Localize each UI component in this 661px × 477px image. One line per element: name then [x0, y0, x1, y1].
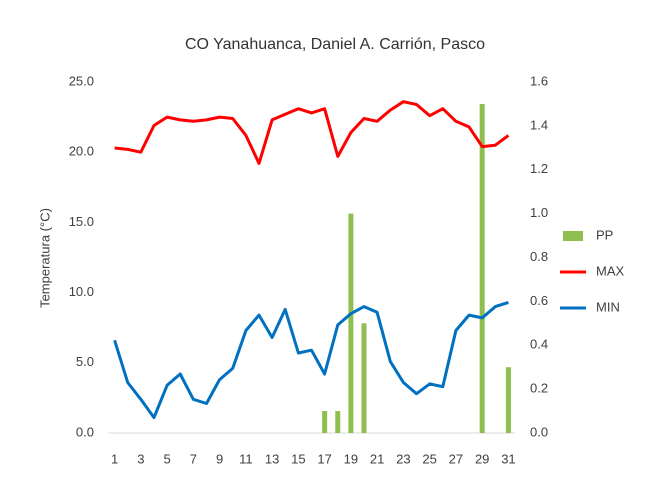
x-tick-label: 23 [396, 451, 410, 466]
bar [505, 367, 511, 433]
bar [348, 213, 354, 433]
y-tick-label: 10.0 [69, 284, 94, 299]
x-tick-label: 27 [449, 451, 463, 466]
bar [322, 411, 328, 433]
x-tick-label: 21 [370, 451, 384, 466]
x-tick-label: 1 [111, 451, 118, 466]
x-tick-label: 3 [137, 451, 144, 466]
x-tick-label: 9 [216, 451, 223, 466]
bar [335, 411, 341, 433]
y2-tick-label: 0.8 [530, 249, 548, 264]
y-tick-label: 5.0 [76, 354, 94, 369]
x-tick-label: 15 [291, 451, 305, 466]
line [113, 300, 509, 420]
line [114, 100, 510, 165]
y2-tick-label: 1.0 [530, 205, 548, 220]
y-tick-label: 0.0 [76, 424, 94, 439]
legend-label: PP [596, 227, 613, 242]
x-tick-label: 19 [344, 451, 358, 466]
legend-swatch [563, 231, 583, 241]
y2-tick-label: 0.0 [530, 424, 548, 439]
x-tick-label: 5 [163, 451, 170, 466]
x-tick-label: 29 [475, 451, 489, 466]
legend-label: MIN [596, 299, 620, 314]
x-tick-label: 11 [239, 451, 253, 466]
chart-title: CO Yanahuanca, Daniel A. Carrión, Pasco [185, 36, 485, 53]
x-tick-label: 13 [265, 451, 279, 466]
y2-tick-label: 1.2 [530, 161, 548, 176]
y-tick-label: 25.0 [69, 73, 94, 88]
bar [361, 323, 367, 433]
y2-tick-label: 1.6 [530, 73, 548, 88]
y-tick-label: 20.0 [69, 144, 94, 159]
y2-tick-label: 0.2 [530, 381, 548, 396]
x-tick-label: 17 [317, 451, 331, 466]
y2-tick-label: 0.4 [530, 337, 548, 352]
x-tick-label: 31 [501, 451, 515, 466]
legend-label: MAX [596, 263, 625, 278]
y2-tick-label: 0.6 [530, 293, 548, 308]
bar [479, 103, 485, 433]
x-tick-label: 7 [190, 451, 197, 466]
y-axis-label: Temperatura (°C) [37, 208, 52, 308]
x-tick-label: 25 [422, 451, 436, 466]
y2-tick-label: 1.4 [530, 117, 548, 132]
y-tick-label: 15.0 [69, 214, 94, 229]
